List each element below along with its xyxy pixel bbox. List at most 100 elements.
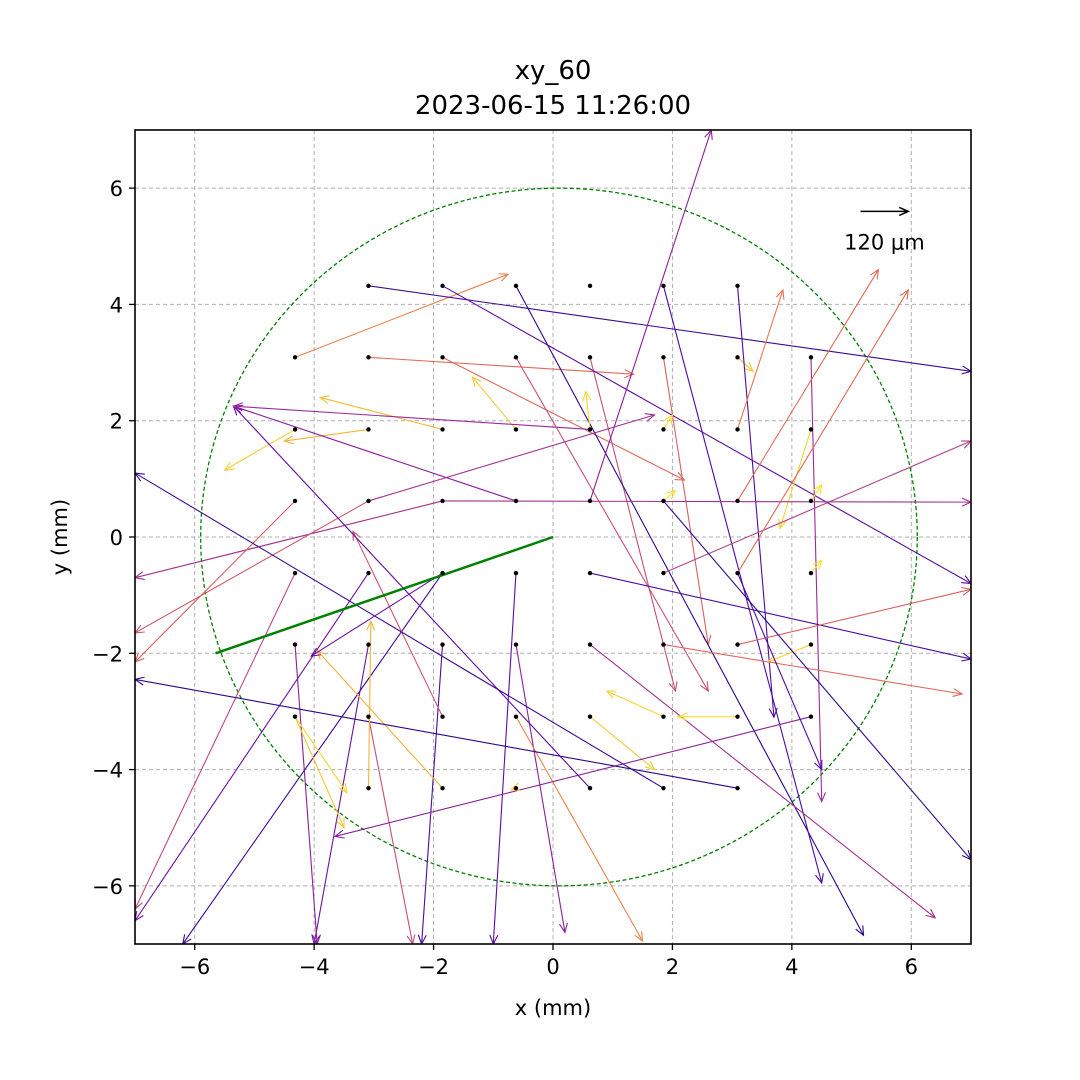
vector-shaft	[135, 678, 738, 789]
sample-point	[513, 785, 519, 791]
sample-point	[366, 283, 371, 289]
vector-arrow	[582, 390, 592, 430]
vector-arrow	[589, 357, 678, 693]
sample-point	[661, 355, 666, 360]
vector-shaft	[767, 644, 812, 663]
vector-head	[135, 910, 144, 922]
vector-arrow	[810, 357, 827, 803]
x-tick-label: −2	[418, 955, 449, 979]
vector-arrow	[442, 497, 971, 507]
vector-head	[406, 934, 416, 944]
x-tick-label: 4	[785, 955, 798, 979]
vector-arrow	[352, 529, 444, 717]
vector-arrow	[605, 690, 664, 718]
vector-shaft	[319, 396, 443, 430]
vector-arrow	[135, 676, 738, 789]
vector-head	[775, 288, 785, 300]
sample-point	[735, 785, 740, 791]
vector-head	[961, 365, 971, 375]
y-axis-label: y (mm)	[48, 499, 72, 575]
vector-head	[282, 435, 294, 445]
vector-head	[812, 559, 823, 570]
x-axis-ticks: −6 −4 −2 0 2 4 6	[179, 944, 918, 979]
vector-shaft	[737, 269, 879, 502]
vector-head	[952, 688, 964, 697]
vector-head	[498, 273, 510, 282]
vector-arrow	[311, 644, 370, 944]
vector-head	[644, 760, 656, 771]
vector-shaft	[585, 391, 591, 430]
vector-head	[582, 390, 592, 402]
vector-head	[338, 783, 348, 794]
vector-shaft	[810, 484, 823, 502]
vector-shaft	[135, 500, 443, 579]
x-tick-label: −4	[299, 955, 330, 979]
vector-shaft	[310, 572, 443, 657]
sample-points	[292, 283, 814, 791]
displacement-vectors	[135, 130, 971, 944]
vector-shaft	[294, 716, 348, 794]
vector-head	[605, 690, 617, 699]
vector-shaft	[352, 530, 444, 717]
vector-arrow	[182, 572, 443, 944]
vector-head	[961, 850, 971, 861]
vector-head	[366, 619, 376, 631]
vector-head	[674, 472, 686, 481]
vector-shaft	[515, 357, 709, 692]
x-tick-label: −6	[179, 955, 210, 979]
vector-head	[489, 934, 499, 944]
sample-point	[661, 570, 666, 576]
vector-shaft	[492, 573, 517, 944]
vector-shaft	[737, 289, 909, 574]
vector-shaft	[294, 716, 345, 828]
vector-arrow	[589, 644, 937, 919]
vector-head	[663, 413, 674, 425]
vector-shaft	[367, 716, 414, 944]
sample-point	[366, 498, 371, 504]
sample-point	[440, 714, 445, 719]
sample-point	[735, 570, 740, 576]
vector-arrow	[737, 356, 755, 373]
sample-point	[440, 570, 445, 576]
sample-point	[440, 355, 445, 360]
sample-point	[661, 498, 666, 504]
y-tick-label: 0	[110, 526, 123, 550]
vector-shaft	[442, 356, 685, 481]
grid-lines	[135, 130, 971, 944]
y-tick-label: 4	[110, 293, 123, 317]
vector-shaft	[442, 500, 971, 503]
vector-shaft	[589, 130, 712, 502]
vector-arrow	[489, 573, 517, 944]
vector-shaft	[663, 414, 673, 430]
vector-shaft	[589, 357, 676, 692]
vector-arrow	[135, 500, 296, 663]
x-tick-label: 0	[546, 955, 559, 979]
vector-head	[135, 571, 145, 580]
sample-point	[808, 714, 814, 719]
vector-arrow	[223, 428, 296, 471]
x-tick-label: 6	[905, 955, 918, 979]
vector-arrow	[589, 572, 971, 662]
vector-shaft	[135, 472, 664, 789]
vector-arrow	[367, 716, 416, 944]
scale-key: 120 μm	[844, 206, 925, 254]
vector-shaft	[135, 500, 296, 663]
vector-arrow	[737, 586, 971, 646]
sample-point	[366, 642, 371, 647]
vector-arrow	[282, 428, 369, 445]
vector-head	[815, 873, 824, 885]
reference-line	[215, 535, 554, 655]
vector-head	[471, 376, 482, 387]
vector-shaft	[810, 559, 823, 574]
vector-head	[232, 402, 243, 412]
sample-point	[735, 642, 740, 647]
sample-point	[440, 427, 445, 432]
vector-shaft	[368, 414, 655, 502]
sample-point	[587, 427, 593, 432]
sample-point	[366, 427, 371, 432]
vector-head	[814, 759, 823, 771]
vector-head	[509, 782, 522, 792]
vector-arrow	[294, 644, 321, 944]
vector-shaft	[313, 644, 370, 944]
vector-head	[135, 624, 145, 634]
